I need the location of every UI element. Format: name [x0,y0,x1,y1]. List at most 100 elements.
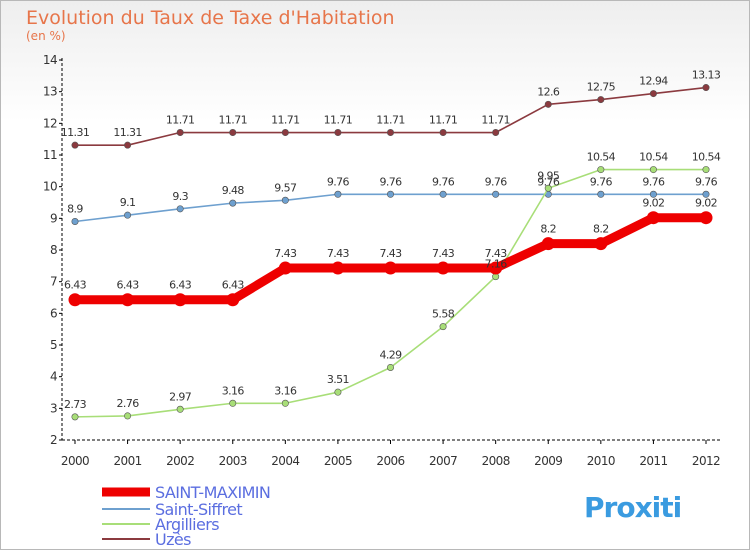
data-point [702,190,710,198]
data-label: 11.71 [376,114,405,127]
x-tick-label: 2010 [587,454,615,468]
data-point [334,388,342,396]
y-tick-label: 13 [43,85,57,99]
data-label: 8.2 [593,223,609,236]
data-point [702,166,710,174]
data-point [281,129,289,137]
data-label: 7.43 [379,247,402,260]
data-point [173,293,187,307]
data-label: 13.13 [692,69,721,82]
data-label: 10.54 [639,151,668,164]
data-point [386,190,394,198]
data-label: 2.97 [169,390,192,403]
data-label: 11.71 [324,114,353,127]
data-label: 4.29 [379,348,402,361]
x-tick-label: 2006 [376,454,404,468]
data-point [386,363,394,371]
data-point [439,323,447,331]
data-label: 5.58 [432,308,455,321]
data-point [278,261,292,275]
x-tick-label: 2011 [639,454,667,468]
data-point [489,261,503,275]
data-point [71,218,79,226]
legend-label: Saint-Siffret [155,500,242,519]
x-tick-label: 2004 [271,454,299,468]
data-label: 9.48 [222,184,245,197]
data-label: 11.71 [166,114,195,127]
data-label: 8.9 [67,203,83,216]
y-tick-label: 6 [50,306,57,320]
data-label: 9.02 [642,197,664,210]
data-point [384,261,397,275]
data-label: 9.76 [327,175,350,188]
data-point [646,211,660,225]
y-tick-label: 3 [50,401,57,415]
data-point [439,190,447,198]
y-tick-label: 10 [43,180,57,194]
data-point [124,141,132,149]
data-label: 10.54 [587,151,616,164]
data-label: 11.31 [113,126,142,139]
data-point [544,184,552,192]
x-tick-label: 2001 [114,454,142,468]
data-point [492,129,500,137]
data-point [649,166,657,174]
data-point [699,211,713,225]
y-tick-label: 4 [50,370,57,384]
series-layer [68,84,713,421]
y-tick-label: 5 [50,338,57,352]
data-label: 7.16 [485,258,508,271]
data-label: 9.1 [120,196,136,209]
data-point [541,237,555,251]
data-label: 9.76 [590,175,613,188]
data-point [71,413,79,421]
data-label: 9.95 [537,169,560,182]
y-tick-label: 7 [50,275,57,289]
data-point [229,399,237,407]
legend-label: Uzès [155,530,191,549]
data-point [492,190,500,198]
data-label: 8.2 [540,223,556,236]
data-label: 9.76 [379,175,402,188]
data-label: 10.54 [692,151,721,164]
data-point [649,190,657,198]
data-point [594,237,608,251]
data-label: 7.43 [432,247,455,260]
data-point [121,293,135,307]
x-tick-label: 2008 [482,454,510,468]
data-label: 12.94 [639,75,668,88]
data-label: 9.76 [642,175,665,188]
data-label: 6.43 [222,279,245,292]
data-point [334,129,342,137]
data-label: 3.16 [274,384,297,397]
data-point [176,405,184,413]
x-tick-label: 2002 [166,454,194,468]
data-label: 3.51 [327,373,349,386]
data-point [331,261,345,275]
series-line [74,168,707,418]
data-point [544,100,552,108]
data-point [124,412,132,420]
data-point [71,141,79,149]
data-point [597,166,605,174]
data-label: 7.43 [274,247,297,260]
data-label: 9.76 [432,175,455,188]
legend-label: Argilliers [155,515,219,534]
x-tick-label: 2000 [61,454,89,468]
data-label: 9.3 [172,190,188,203]
y-tick-label: 9 [50,211,57,225]
data-label: 12.6 [537,85,560,98]
data-label: 11.71 [271,114,300,127]
chart-subtitle: (en %) [26,29,66,43]
data-label: 2.73 [64,398,87,411]
data-label: 11.31 [61,126,90,139]
x-tick-label: 2009 [534,454,562,468]
logo-text: Proxiti [584,491,681,524]
data-label: 7.43 [327,247,350,260]
x-tick-label: 2012 [692,454,720,468]
data-label: 9.76 [485,175,508,188]
data-point [439,129,447,137]
data-label: 6.43 [64,279,87,292]
